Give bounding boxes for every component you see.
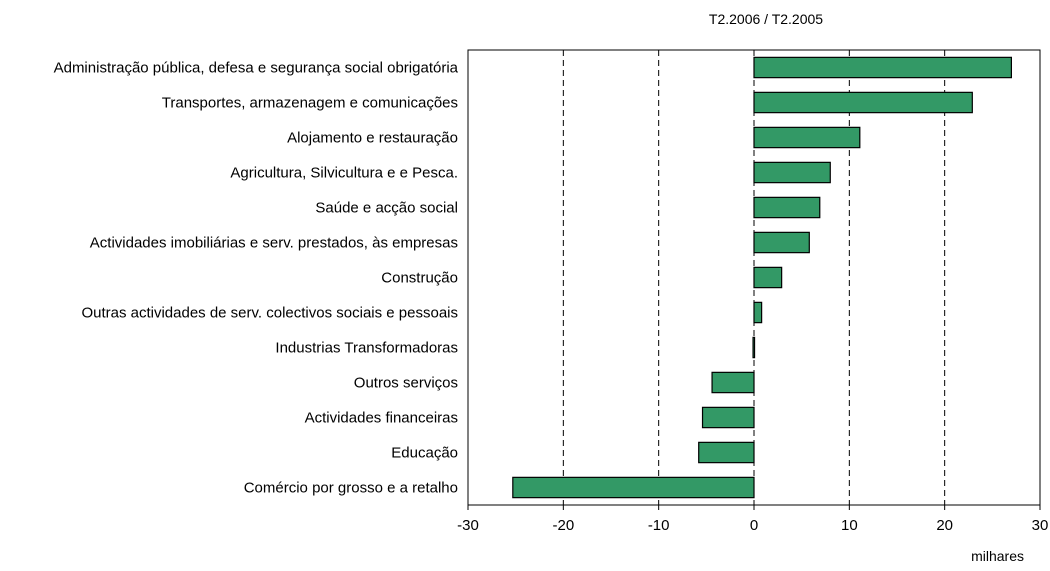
x-tick-label: -10 [648, 517, 670, 534]
category-label: Industrias Transformadoras [275, 340, 458, 357]
bar [753, 231, 810, 254]
chart-title: T2.2006 / T2.2005 [709, 11, 823, 27]
category-label: Outros serviços [354, 375, 458, 392]
x-tick-label: 20 [936, 517, 953, 534]
bar [752, 336, 756, 359]
category-label: Alojamento e restauração [287, 130, 458, 147]
x-tick-label: -20 [552, 517, 574, 534]
x-tick-label: -30 [457, 517, 479, 534]
gridlines [562, 50, 946, 505]
category-label: Comércio por grosso e a retalho [244, 480, 458, 497]
bar [753, 126, 861, 149]
category-label: Transportes, armazenagem e comunicações [162, 95, 458, 112]
x-tick-label: 0 [750, 517, 758, 534]
category-label: Construção [381, 270, 458, 287]
category-label: Agricultura, Silvicultura e e Pesca. [230, 165, 458, 182]
bar [753, 266, 783, 289]
category-label: Actividades imobiliárias e serv. prestad… [90, 235, 458, 252]
category-labels: Administração pública, defesa e seguranç… [54, 60, 459, 497]
category-label: Outras actividades de serv. colectivos s… [81, 305, 458, 322]
x-axis-unit-label: milhares [971, 548, 1024, 564]
bar [753, 161, 831, 184]
bar [753, 196, 821, 219]
category-label: Administração pública, defesa e seguranç… [54, 60, 459, 77]
x-tick-label: 30 [1032, 517, 1049, 534]
bar [698, 441, 755, 464]
bar [711, 371, 755, 394]
category-label: Actividades financeiras [305, 410, 458, 427]
category-label: Educação [391, 445, 458, 462]
bar [701, 406, 755, 429]
x-axis-ticks: -30 -20 -10 0 10 20 30 [457, 505, 1048, 534]
x-tick-label: 10 [841, 517, 858, 534]
bar [753, 91, 973, 114]
bar [512, 476, 755, 499]
bar [753, 56, 1012, 79]
category-label: Saúde e acção social [315, 200, 458, 217]
bars [512, 56, 1012, 499]
bar [753, 301, 763, 324]
